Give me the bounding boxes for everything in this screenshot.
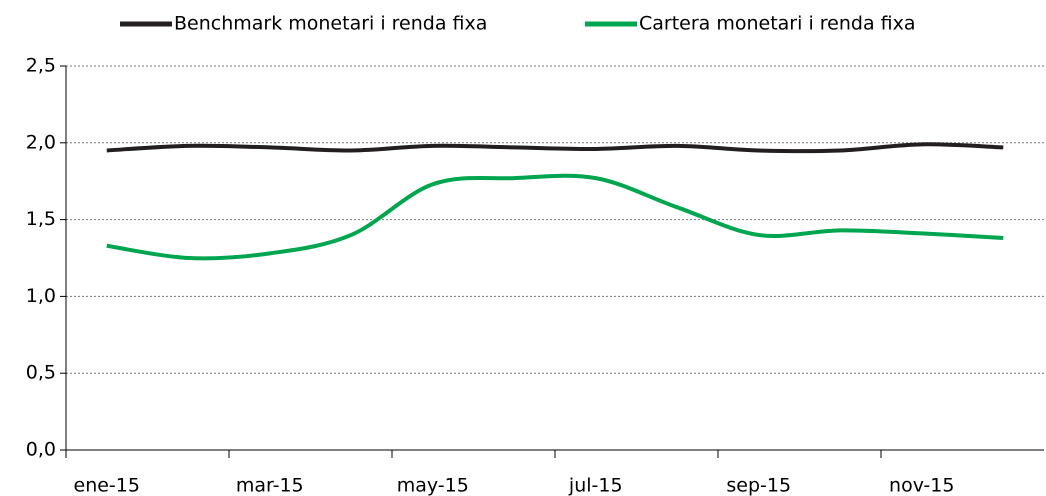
y-tick-label: 0,0 (26, 439, 56, 461)
series-line (106, 142, 1004, 154)
x-tick-label: may-15 (397, 475, 469, 496)
y-tick-label: 0,5 (26, 362, 56, 384)
y-tick-label: 2,0 (26, 131, 56, 153)
legend-label: Benchmark monetari i renda fixa (174, 13, 487, 35)
y-tick-label: 1,5 (26, 208, 56, 230)
y-tick-label: 2,5 (26, 55, 56, 77)
x-tick-label: mar-15 (236, 475, 304, 496)
legend-label: Cartera monetari i renda fixa (639, 13, 915, 35)
series-line (106, 173, 1004, 261)
x-tick-label: nov-15 (889, 475, 954, 496)
x-tick-label: jul-15 (568, 475, 623, 496)
x-tick-label: ene-15 (74, 475, 140, 496)
x-tick-label: sep-15 (726, 475, 791, 496)
y-tick-label: 1,0 (26, 285, 56, 307)
